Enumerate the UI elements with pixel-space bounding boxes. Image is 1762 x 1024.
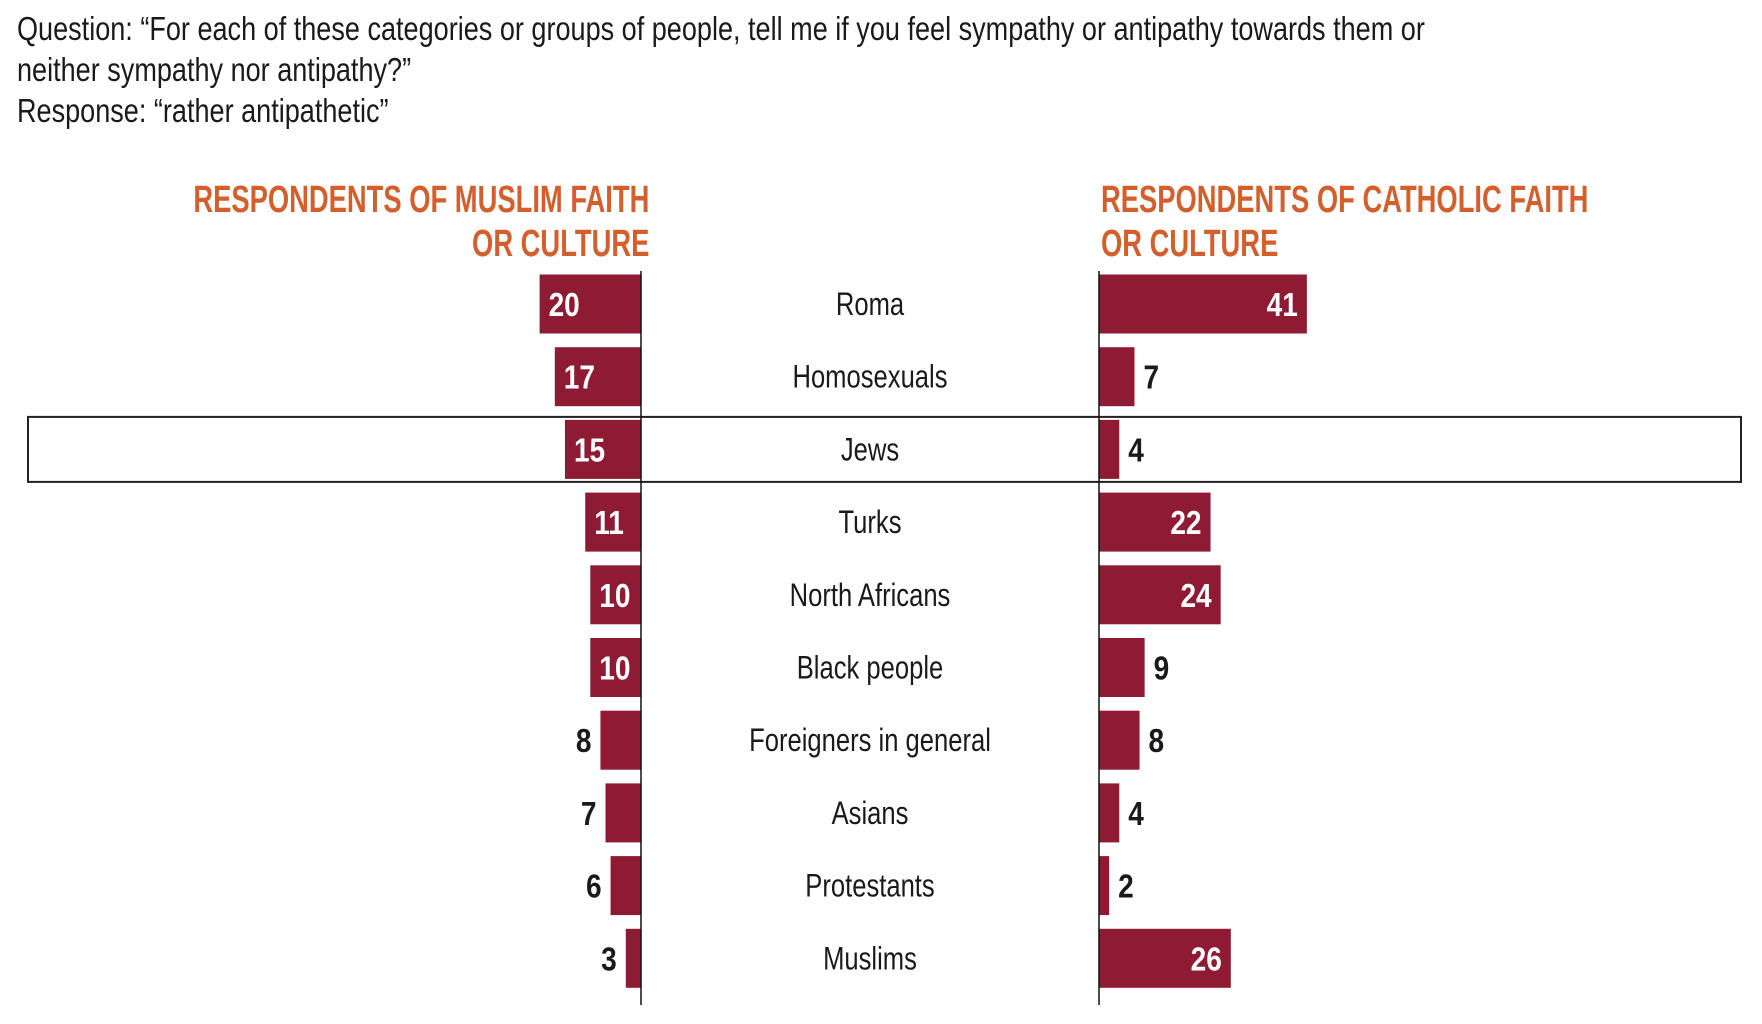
left-value-label: 15: [574, 432, 605, 469]
category-label: Asians: [832, 796, 909, 831]
right-bar: [1099, 638, 1145, 697]
right-value-label: 9: [1154, 650, 1170, 687]
highlight-box: [27, 415, 1742, 483]
right-value-label: 7: [1143, 360, 1159, 397]
right-series-header: RESPONDENTS OF CATHOLIC FAITH OR CULTURE: [1101, 178, 1588, 266]
right-bar: [1099, 419, 1120, 479]
question-line-2: neither sympathy nor antipathy?”: [17, 51, 412, 88]
right-bar: [1099, 347, 1135, 407]
category-label: North Africans: [790, 578, 951, 613]
left-bar: [554, 347, 641, 407]
left-header-line-1: RESPONDENTS OF MUSLIM FAITH: [192, 179, 649, 221]
left-bar: [539, 274, 641, 334]
right-bar: [1099, 783, 1120, 843]
category-label: Muslims: [823, 942, 917, 977]
right-value-label: 8: [1149, 723, 1165, 760]
category-label: Protestants: [805, 869, 934, 904]
left-value-label: 10: [599, 650, 630, 687]
question-text: Question: “For each of these categories …: [17, 8, 1425, 131]
left-value-label: 7: [581, 796, 597, 833]
left-bar: [625, 928, 641, 988]
right-bar: [1099, 492, 1211, 552]
question-line-1: Question: “For each of these categories …: [17, 10, 1425, 47]
right-bar: [1099, 856, 1110, 916]
left-value-label: 20: [549, 287, 580, 324]
right-value-label: 2: [1118, 869, 1134, 906]
right-value-label: 26: [1191, 941, 1222, 978]
left-bar: [590, 565, 641, 625]
left-value-label: 3: [601, 941, 617, 978]
left-bar: [610, 856, 641, 916]
response-line: Response: “rather antipathetic”: [17, 92, 389, 129]
right-bar: [1099, 928, 1231, 988]
left-value-label: 11: [594, 505, 624, 542]
left-value-label: 8: [576, 723, 592, 760]
right-bar: [1099, 274, 1307, 334]
right-value-label: 4: [1128, 432, 1144, 469]
left-bar: [564, 419, 641, 479]
left-header-line-2: OR CULTURE: [471, 223, 649, 265]
right-bar: [1099, 565, 1221, 625]
category-label: Homosexuals: [792, 360, 947, 395]
right-header-line-2: OR CULTURE: [1101, 223, 1279, 265]
left-bar: [590, 638, 641, 697]
left-value-label: 6: [586, 869, 602, 906]
category-label: Foreigners in general: [749, 724, 991, 759]
right-bar: [1099, 710, 1140, 770]
left-bar: [605, 783, 641, 843]
right-value-label: 22: [1170, 505, 1201, 542]
category-label: Turks: [838, 505, 901, 540]
category-label: Jews: [841, 433, 899, 468]
category-label: Black people: [797, 651, 944, 686]
right-value-label: 4: [1128, 796, 1144, 833]
right-value-label: 41: [1267, 287, 1298, 324]
left-series-header: RESPONDENTS OF MUSLIM FAITH OR CULTURE: [193, 178, 649, 266]
left-value-label: 17: [564, 360, 595, 397]
right-value-label: 24: [1180, 578, 1211, 615]
left-bar: [585, 492, 641, 552]
category-label: Roma: [836, 287, 905, 322]
left-value-label: 10: [599, 578, 630, 615]
left-bar: [600, 710, 641, 770]
right-header-line-1: RESPONDENTS OF CATHOLIC FAITH: [1101, 179, 1589, 221]
